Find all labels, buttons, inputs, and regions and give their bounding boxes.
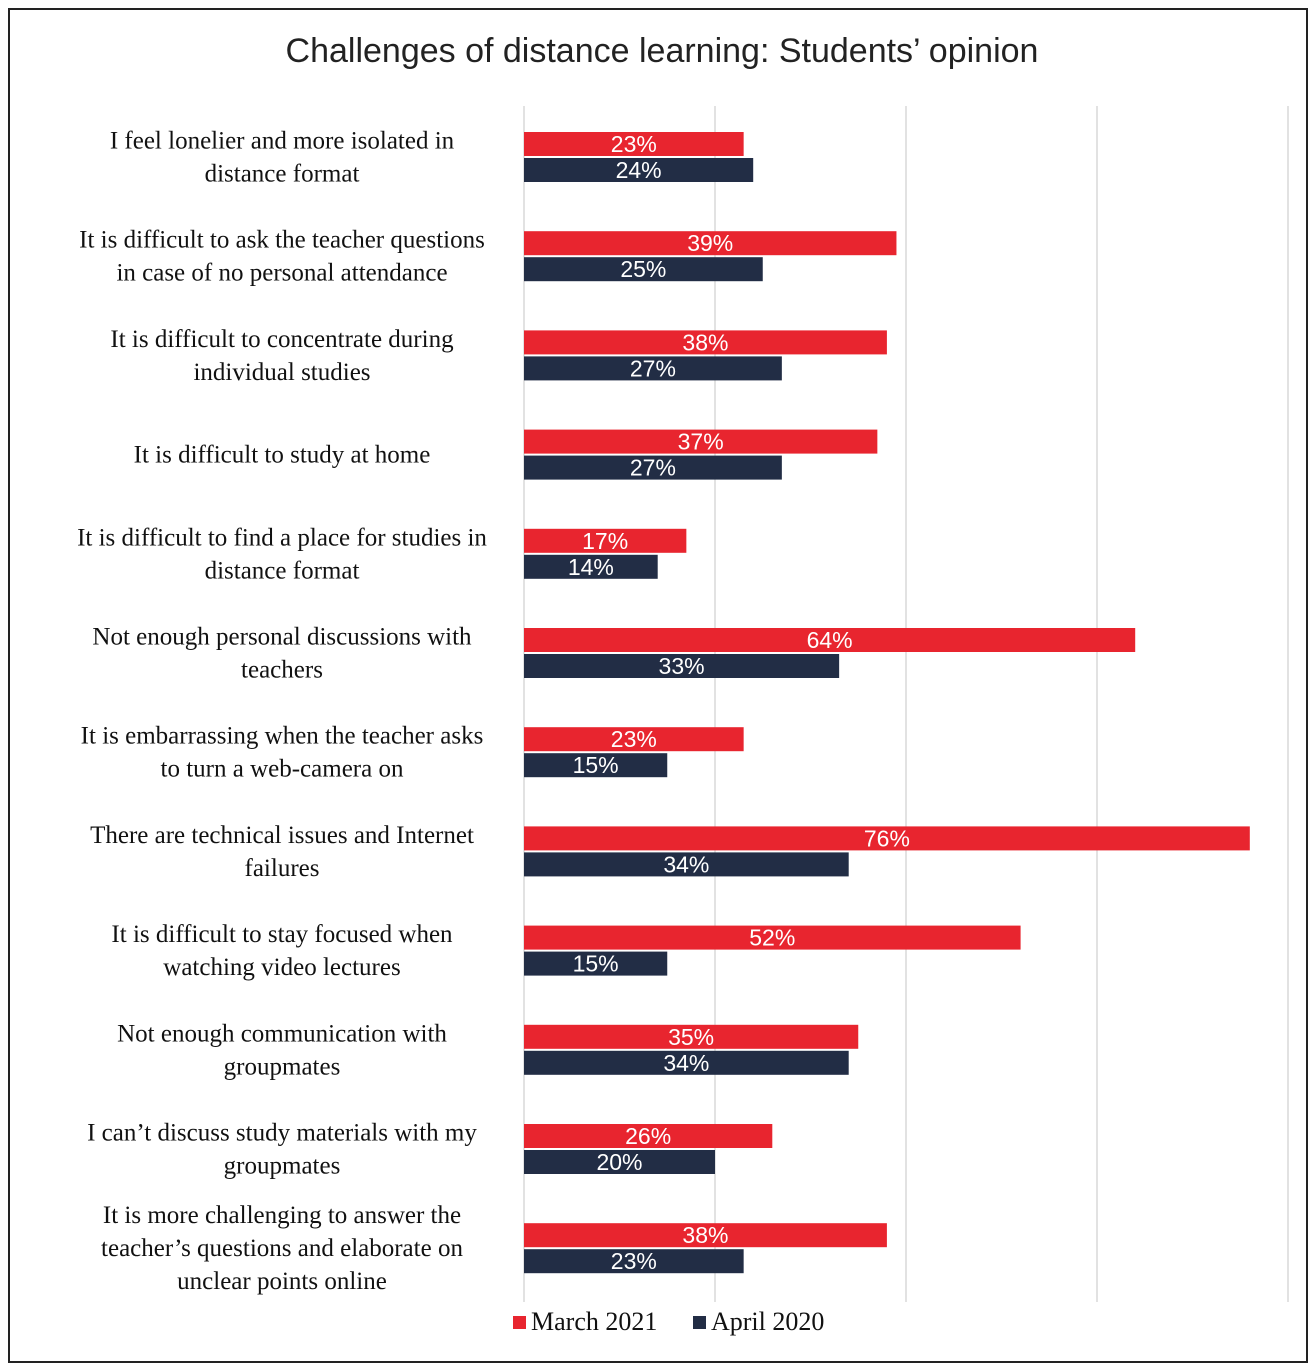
legend-label: April 2020 [711, 1307, 824, 1336]
bar-april-2020 [524, 1050, 849, 1075]
category-label-line: failures [245, 855, 320, 882]
data-label: 35% [668, 1024, 714, 1050]
data-label: 39% [687, 230, 733, 256]
category-label: It is difficult to concentrate during ind… [110, 326, 454, 386]
bar-march-2021 [524, 1124, 773, 1148]
legend: March 2021 April 2020 [513, 1307, 824, 1336]
data-label: 25% [620, 256, 666, 282]
bar-march-2021 [524, 132, 744, 156]
category-label-line: I feel lonelier and more isolated in [110, 128, 455, 155]
data-label: 20% [596, 1149, 642, 1175]
category-label-line: unclear points online [177, 1268, 387, 1295]
category-label-line: distance format [205, 557, 360, 584]
bar-march-2021 [524, 925, 1021, 950]
data-label: 23% [611, 726, 657, 752]
category-label-line: groupmates [224, 1153, 341, 1180]
category-label-line: It is difficult to stay focused when [111, 921, 453, 948]
data-label: 26% [625, 1123, 671, 1149]
legend-swatch [693, 1316, 706, 1329]
bar-april-2020 [524, 951, 668, 976]
bar-april-2020 [524, 852, 849, 877]
data-label: 52% [749, 925, 795, 951]
category-label-line: Not enough communication with [117, 1020, 447, 1047]
data-label: 34% [663, 851, 709, 877]
data-label: 15% [573, 951, 619, 977]
category-label: It is difficult to stay focused when watc… [111, 921, 453, 981]
category-label-line: teachers [241, 657, 323, 684]
bar-march-2021 [524, 231, 897, 256]
data-label: 64% [807, 627, 853, 653]
category-label-line: in case of no personal attendance [116, 260, 447, 287]
category-label-line: groupmates [224, 1053, 341, 1080]
bars: 23%24%39%25%38%27%37%27%17%14%64%33%23%1… [524, 131, 1250, 1274]
bar-april-2020 [524, 554, 658, 579]
data-label: 76% [864, 825, 910, 851]
data-label: 15% [573, 752, 619, 778]
data-label: 24% [616, 157, 662, 183]
bar-march-2021 [524, 826, 1250, 851]
data-label: 37% [678, 429, 724, 455]
data-label: 33% [659, 653, 705, 679]
data-label: 17% [582, 528, 628, 554]
category-label: Not enough personal discussions with teac… [92, 624, 472, 684]
category-label-line: Not enough personal discussions with [92, 624, 472, 651]
category-label-line: It is difficult to concentrate during [110, 326, 454, 353]
category-label-line: It is more challenging to answer the [103, 1202, 461, 1229]
legend-swatch [513, 1316, 526, 1329]
data-label: 34% [663, 1050, 709, 1076]
bar-march-2021 [524, 1024, 859, 1049]
category-label: It is difficult to find a place for stud… [77, 524, 487, 584]
category-label-line: There are technical issues and Internet [90, 822, 474, 849]
bar-april-2020 [524, 753, 668, 778]
category-label-line: to turn a web-camera on [161, 756, 404, 783]
category-label-line: It is difficult to ask the teacher quest… [79, 227, 485, 254]
category-label: It is more challenging to answer the teac… [101, 1202, 463, 1295]
bar-april-2020 [524, 654, 840, 678]
bar-march-2021 [524, 727, 744, 752]
category-label: I can’t discuss study materials with my g… [87, 1120, 477, 1180]
gridlines [523, 106, 1289, 1302]
category-label-line: It is difficult to study at home [134, 442, 431, 469]
bar-march-2021 [524, 528, 687, 553]
category-label-line: watching video lectures [163, 954, 400, 981]
data-label: 27% [630, 355, 676, 381]
category-label-line: It is difficult to find a place for stud… [77, 524, 487, 551]
chart-title: Challenges of distance learning: Student… [286, 32, 1039, 70]
bar-april-2020 [524, 1150, 715, 1174]
data-label: 27% [630, 455, 676, 481]
category-label: There are technical issues and Internet f… [90, 822, 474, 882]
bar-april-2020 [524, 158, 754, 182]
bar-march-2021 [524, 429, 878, 454]
category-label: It is difficult to study at home [134, 442, 431, 469]
bar-march-2021 [524, 628, 1136, 652]
data-label: 38% [682, 1222, 728, 1248]
category-label-line: individual studies [193, 359, 370, 386]
data-label: 38% [682, 329, 728, 355]
bar-april-2020 [524, 1249, 744, 1274]
bar-april-2020 [524, 455, 782, 480]
bar-april-2020 [524, 257, 763, 282]
bar-april-2020 [524, 356, 782, 381]
bar-march-2021 [524, 330, 887, 355]
chart-frame: Challenges of distance learning: Student… [8, 8, 1308, 1363]
category-labels: I feel lonelier and more isolated in dist… [77, 128, 487, 1296]
bar-march-2021 [524, 1223, 887, 1248]
category-label: I feel lonelier and more isolated in dist… [110, 128, 455, 188]
legend-label: March 2021 [531, 1307, 657, 1336]
bar-chart: Challenges of distance learning: Student… [77, 32, 1289, 1336]
data-label: 14% [568, 554, 614, 580]
category-label-line: It is embarrassing when the teacher asks [81, 723, 484, 750]
data-label: 23% [611, 131, 657, 157]
category-label-line: distance format [205, 161, 360, 188]
data-label: 23% [611, 1248, 657, 1274]
category-label-line: teacher’s questions and elaborate on [101, 1235, 463, 1262]
category-label-line: I can’t discuss study materials with my [87, 1120, 477, 1147]
category-label: It is embarrassing when the teacher asks… [81, 723, 484, 783]
category-label: It is difficult to ask the teacher quest… [79, 227, 485, 287]
category-label: Not enough communication with groupmates [117, 1020, 447, 1080]
